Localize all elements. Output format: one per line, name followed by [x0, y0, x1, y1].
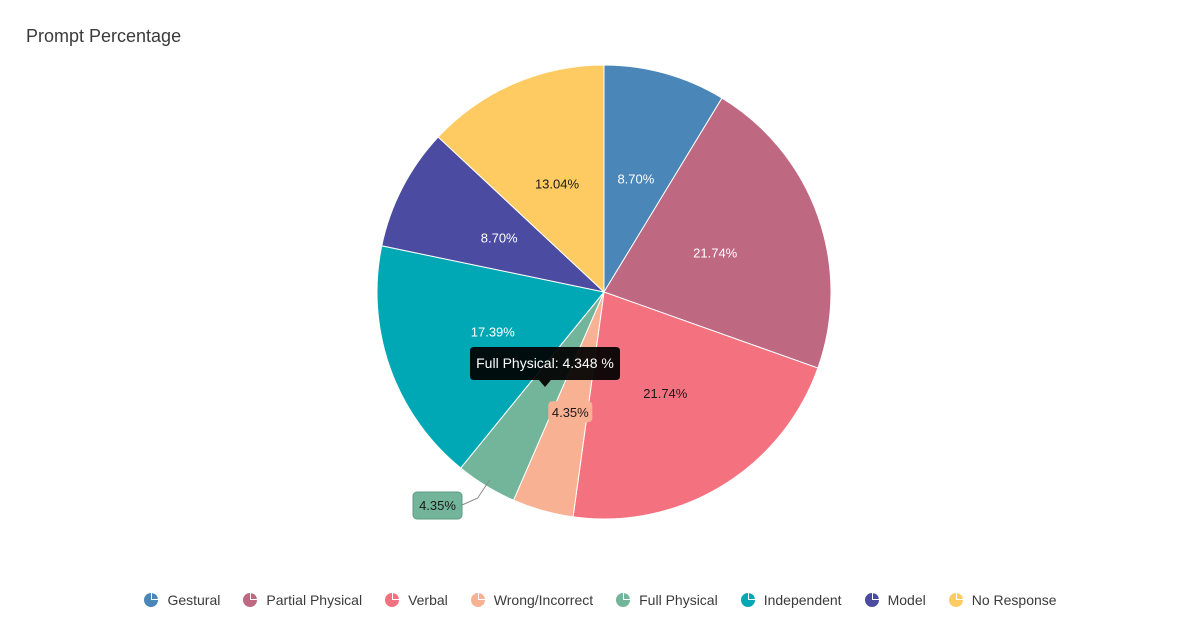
- legend-item-full-physical[interactable]: Full Physical: [615, 592, 718, 608]
- legend-label: No Response: [971, 592, 1057, 608]
- pie-legend-icon: [144, 593, 159, 607]
- pie-legend-icon: [470, 593, 485, 607]
- legend-label: Partial Physical: [266, 592, 363, 608]
- pie-slice-verbal[interactable]: [572, 291, 819, 520]
- pie-legend-icon: [864, 593, 879, 607]
- legend-label: Verbal: [408, 592, 448, 608]
- data-label-independent: 17.39%: [471, 325, 516, 340]
- pie-legend-icon: [740, 593, 755, 607]
- pie-legend-icon: [385, 593, 400, 607]
- pie-slice-gestural[interactable]: [603, 64, 723, 294]
- pie-chart: 8.70% 21.74% 21.74% 4.35% 4.35% 17.39% 8.70% 13…: [376, 64, 832, 520]
- data-label-gestural: 8.70%: [617, 171, 654, 186]
- data-label-box: [548, 401, 593, 423]
- legend-item-independent[interactable]: Independent: [740, 592, 842, 608]
- data-label-full-physical: 4.35%: [419, 498, 456, 513]
- data-label-no-response: 13.04%: [535, 177, 580, 192]
- pie-legend-icon: [948, 593, 963, 607]
- tooltip: [470, 347, 620, 387]
- pie-legend-icon: [243, 593, 258, 607]
- data-label-verbal: 21.74%: [643, 386, 688, 401]
- legend-item-verbal[interactable]: Verbal: [384, 592, 448, 608]
- pie-slice-model[interactable]: [381, 136, 606, 293]
- chart-title: Prompt Percentage: [26, 26, 182, 46]
- legend-label: Model: [887, 592, 926, 608]
- data-label-wrong-incorrect: 4.35%: [552, 405, 589, 420]
- data-label-partial-physical: 21.74%: [693, 246, 738, 261]
- data-label-box: [412, 491, 463, 520]
- legend-label: Full Physical: [639, 592, 718, 608]
- legend-item-model[interactable]: Model: [864, 592, 926, 608]
- chart-legend: Gestural Partial Physical Verbal Wrong/Inco…: [0, 588, 1200, 612]
- pie-slice-no-response[interactable]: [437, 64, 605, 294]
- legend-item-gestural[interactable]: Gestural: [143, 592, 220, 608]
- legend-item-no-response[interactable]: No Response: [948, 592, 1057, 608]
- legend-label: Independent: [763, 592, 842, 608]
- tooltip-text: Full Physical: 4.348 %: [476, 355, 614, 371]
- pie-slice-partial-physical[interactable]: [603, 97, 832, 369]
- legend-label: Wrong/Incorrect: [493, 592, 594, 608]
- legend-label: Gestural: [167, 592, 221, 608]
- legend-item-wrong-incorrect[interactable]: Wrong/Incorrect: [470, 592, 593, 608]
- legend-item-partial-physical[interactable]: Partial Physical: [242, 592, 362, 608]
- data-label-model: 8.70%: [481, 231, 518, 246]
- pie-legend-icon: [616, 593, 631, 607]
- label-leader-line: [461, 479, 491, 506]
